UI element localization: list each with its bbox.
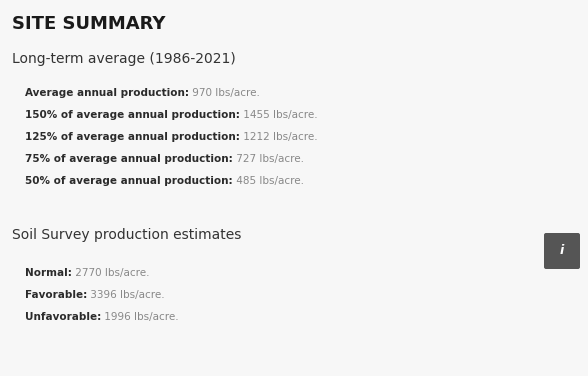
Text: 727 lbs/acre.: 727 lbs/acre. bbox=[233, 154, 304, 164]
Text: 1212 lbs/acre.: 1212 lbs/acre. bbox=[240, 132, 318, 142]
Text: i: i bbox=[560, 244, 564, 258]
Text: 1455 lbs/acre.: 1455 lbs/acre. bbox=[240, 110, 318, 120]
Text: 3396 lbs/acre.: 3396 lbs/acre. bbox=[87, 290, 165, 300]
Text: 125% of average annual production:: 125% of average annual production: bbox=[25, 132, 240, 142]
Text: 970 lbs/acre.: 970 lbs/acre. bbox=[189, 88, 260, 98]
Text: 50% of average annual production:: 50% of average annual production: bbox=[25, 176, 233, 186]
FancyBboxPatch shape bbox=[544, 233, 580, 269]
Text: 1996 lbs/acre.: 1996 lbs/acre. bbox=[101, 312, 179, 322]
Text: Average annual production:: Average annual production: bbox=[25, 88, 189, 98]
Text: 2770 lbs/acre.: 2770 lbs/acre. bbox=[72, 268, 149, 278]
Text: Favorable:: Favorable: bbox=[25, 290, 87, 300]
Text: 75% of average annual production:: 75% of average annual production: bbox=[25, 154, 233, 164]
Text: Soil Survey production estimates: Soil Survey production estimates bbox=[12, 228, 242, 242]
Text: SITE SUMMARY: SITE SUMMARY bbox=[12, 15, 165, 33]
Text: 150% of average annual production:: 150% of average annual production: bbox=[25, 110, 240, 120]
Text: Unfavorable:: Unfavorable: bbox=[25, 312, 101, 322]
Text: 485 lbs/acre.: 485 lbs/acre. bbox=[233, 176, 303, 186]
Text: Normal:: Normal: bbox=[25, 268, 72, 278]
Text: Long-term average (1986-2021): Long-term average (1986-2021) bbox=[12, 52, 236, 66]
